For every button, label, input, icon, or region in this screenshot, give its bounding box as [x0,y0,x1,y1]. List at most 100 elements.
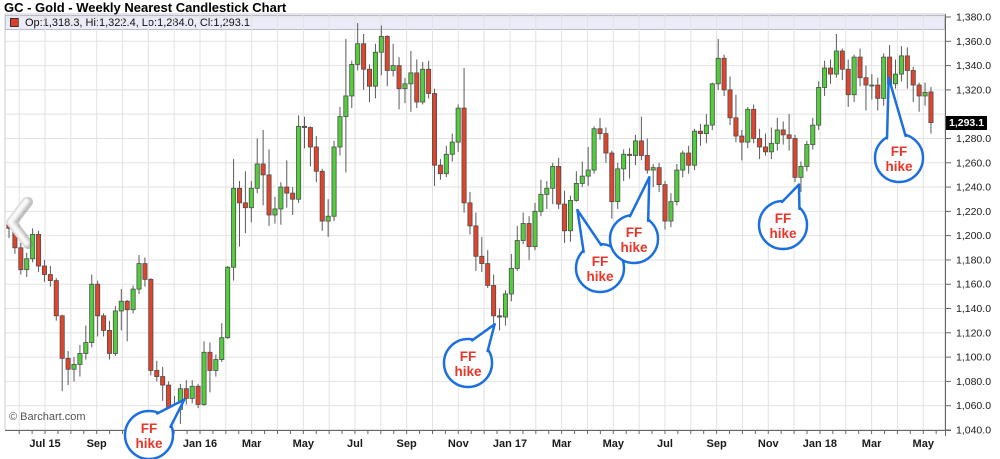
svg-text:hike: hike [620,240,648,255]
svg-text:Jul: Jul [657,438,673,450]
candle [319,168,325,231]
svg-text:1,240.0: 1,240.0 [956,182,991,194]
svg-text:1,140.0: 1,140.0 [956,303,991,315]
candle [497,308,503,331]
svg-text:1,100.0: 1,100.0 [956,352,991,364]
svg-text:Sep: Sep [397,438,417,450]
candle [662,180,668,230]
candle [585,146,591,186]
svg-text:Sep: Sep [707,438,727,450]
candle [762,133,768,156]
candle [851,54,857,103]
candle [260,129,266,206]
candle [437,159,443,180]
candle [136,255,142,294]
candle [904,47,910,89]
svg-text:Nov: Nov [758,438,780,450]
candle [922,82,928,106]
candle [774,117,780,151]
legend-marker-icon [10,18,19,27]
candle [692,128,698,171]
candle [893,59,899,89]
candle [816,81,822,130]
candle [254,138,260,194]
svg-text:Nov: Nov [448,438,470,450]
candle [686,145,692,174]
chevron-left-icon [6,197,33,249]
candle [402,77,408,104]
candle [591,126,597,174]
candle [709,82,715,130]
candle [101,313,107,337]
candle [248,180,254,223]
candle [621,149,627,181]
candle [668,193,674,228]
svg-text:1,220.0: 1,220.0 [956,206,991,218]
svg-text:hike: hike [135,436,163,451]
svg-text:Jul 15: Jul 15 [29,438,60,450]
candle [538,179,544,217]
page-title: GC - Gold - Weekly Nearest Candlestick C… [4,0,287,15]
copyright-watermark: © Barchart.com [9,411,86,423]
candle [95,280,101,337]
candle [307,126,313,167]
candle [839,48,845,81]
candle [296,115,302,203]
candle [780,121,786,145]
candle [857,48,863,87]
candle [236,180,242,247]
x-axis: Jul 15 Sep Nov Jan 16 Mar May Jul Sep Nov Jan 17 M… [18,430,937,450]
candle [148,278,154,376]
candle [544,180,550,209]
candle [739,129,745,161]
candle [83,325,89,360]
candle [532,202,538,251]
candle [384,35,390,87]
candle [449,133,455,162]
candle [845,59,851,107]
candle [715,38,721,90]
candle [77,344,83,377]
candle [751,104,757,144]
svg-text:Sep: Sep [87,438,107,450]
svg-text:FF: FF [141,421,158,436]
candle [242,171,248,234]
candle [526,216,532,260]
candle [278,182,284,225]
candle [390,43,396,77]
candle [473,212,479,271]
candle [313,136,319,183]
candle [284,160,290,208]
svg-text:May: May [913,438,935,450]
candle [697,123,703,146]
candle [786,114,792,151]
svg-text:Jul: Jul [347,438,363,450]
svg-text:Jan 16: Jan 16 [183,438,217,450]
svg-text:1,340.0: 1,340.0 [956,60,991,72]
candle [721,54,727,96]
candle [225,266,231,339]
candle [272,196,278,224]
candle [455,104,461,152]
svg-text:hike: hike [454,364,482,379]
scroll-left-button[interactable] [0,194,40,254]
candle [18,242,24,275]
candle [219,323,225,362]
candle [792,134,798,183]
candle [130,285,136,314]
candle [603,127,609,163]
candle [881,53,887,106]
candle [420,61,426,105]
candle [757,128,763,160]
svg-text:FF: FF [775,211,792,226]
candle [201,341,207,406]
candle [266,149,272,226]
svg-text:May: May [603,438,625,450]
candle [343,38,349,173]
candle [520,212,526,245]
candle [910,66,916,103]
candle [142,257,148,287]
